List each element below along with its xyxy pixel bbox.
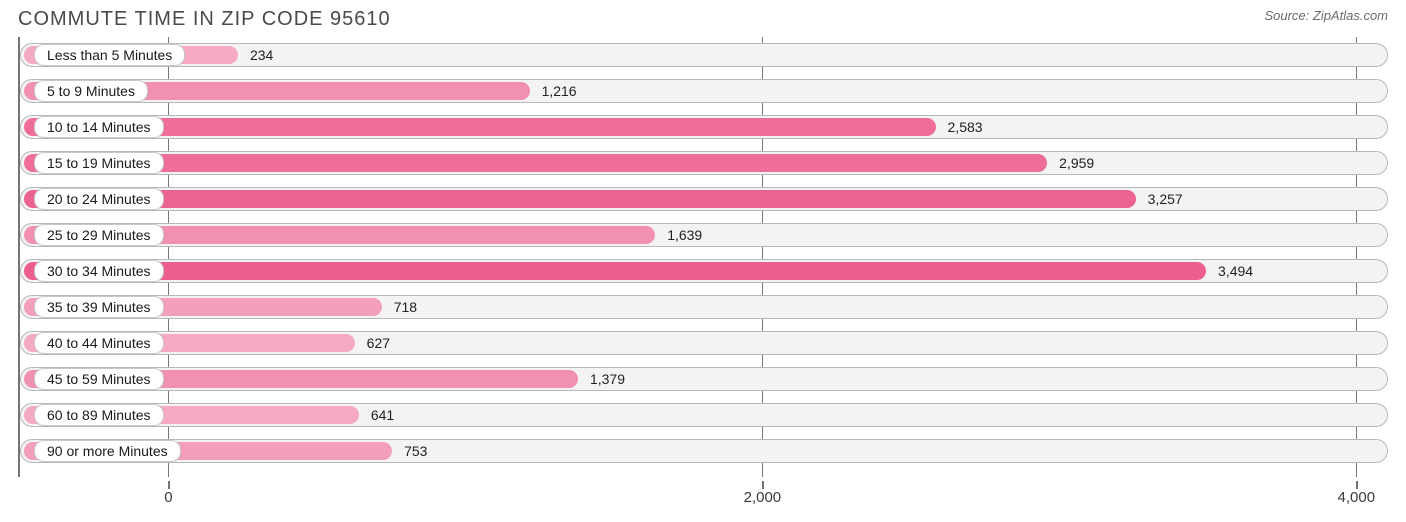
bar-row: 5 to 9 Minutes 1,216 [20, 73, 1388, 109]
category-label: 10 to 14 Minutes [34, 116, 164, 138]
bar-row: 60 to 89 Minutes 641 [20, 397, 1388, 433]
axis-tick-label: 4,000 [1338, 489, 1376, 506]
bar-row: 15 to 19 Minutes 2,959 [20, 145, 1388, 181]
bar [24, 190, 1136, 208]
category-label: 60 to 89 Minutes [34, 404, 164, 426]
bar-row: 10 to 14 Minutes 2,583 [20, 109, 1388, 145]
category-label: 25 to 29 Minutes [34, 224, 164, 246]
bar [24, 262, 1206, 280]
axis-tick [1356, 481, 1358, 489]
category-label: 30 to 34 Minutes [34, 260, 164, 282]
axis-tick [168, 481, 170, 489]
bar-row: 30 to 34 Minutes 3,494 [20, 253, 1388, 289]
category-label: 15 to 19 Minutes [34, 152, 164, 174]
category-label: 40 to 44 Minutes [34, 332, 164, 354]
bar-row: 45 to 59 Minutes 1,379 [20, 361, 1388, 397]
axis-tick [762, 481, 764, 489]
value-label: 753 [404, 443, 427, 459]
chart-container: COMMUTE TIME IN ZIP CODE 95610 Source: Z… [0, 0, 1406, 522]
value-label: 1,216 [542, 83, 577, 99]
bar-row: 25 to 29 Minutes 1,639 [20, 217, 1388, 253]
value-label: 3,257 [1148, 191, 1183, 207]
bar-row: 35 to 39 Minutes 718 [20, 289, 1388, 325]
value-label: 2,959 [1059, 155, 1094, 171]
x-axis: 0 2,000 4,000 [18, 481, 1388, 511]
bar-row: 40 to 44 Minutes 627 [20, 325, 1388, 361]
value-label: 1,639 [667, 227, 702, 243]
category-label: Less than 5 Minutes [34, 44, 185, 66]
value-label: 3,494 [1218, 263, 1253, 279]
value-label: 1,379 [590, 371, 625, 387]
category-label: 45 to 59 Minutes [34, 368, 164, 390]
chart-title: COMMUTE TIME IN ZIP CODE 95610 [18, 8, 391, 31]
axis-tick-label: 2,000 [744, 489, 782, 506]
axis-tick-label: 0 [164, 489, 172, 506]
bar [24, 154, 1047, 172]
chart-header: COMMUTE TIME IN ZIP CODE 95610 Source: Z… [0, 0, 1406, 37]
value-label: 641 [371, 407, 394, 423]
chart-source: Source: ZipAtlas.com [1264, 8, 1388, 23]
plot-area: Less than 5 Minutes 234 5 to 9 Minutes 1,21… [18, 37, 1388, 477]
category-label: 35 to 39 Minutes [34, 296, 164, 318]
value-label: 2,583 [948, 119, 983, 135]
category-label: 20 to 24 Minutes [34, 188, 164, 210]
category-label: 90 or more Minutes [34, 440, 181, 462]
value-label: 718 [394, 299, 417, 315]
category-label: 5 to 9 Minutes [34, 80, 148, 102]
bar-row: Less than 5 Minutes 234 [20, 37, 1388, 73]
value-label: 627 [367, 335, 390, 351]
bar-row: 90 or more Minutes 753 [20, 433, 1388, 469]
value-label: 234 [250, 47, 273, 63]
bar-row: 20 to 24 Minutes 3,257 [20, 181, 1388, 217]
